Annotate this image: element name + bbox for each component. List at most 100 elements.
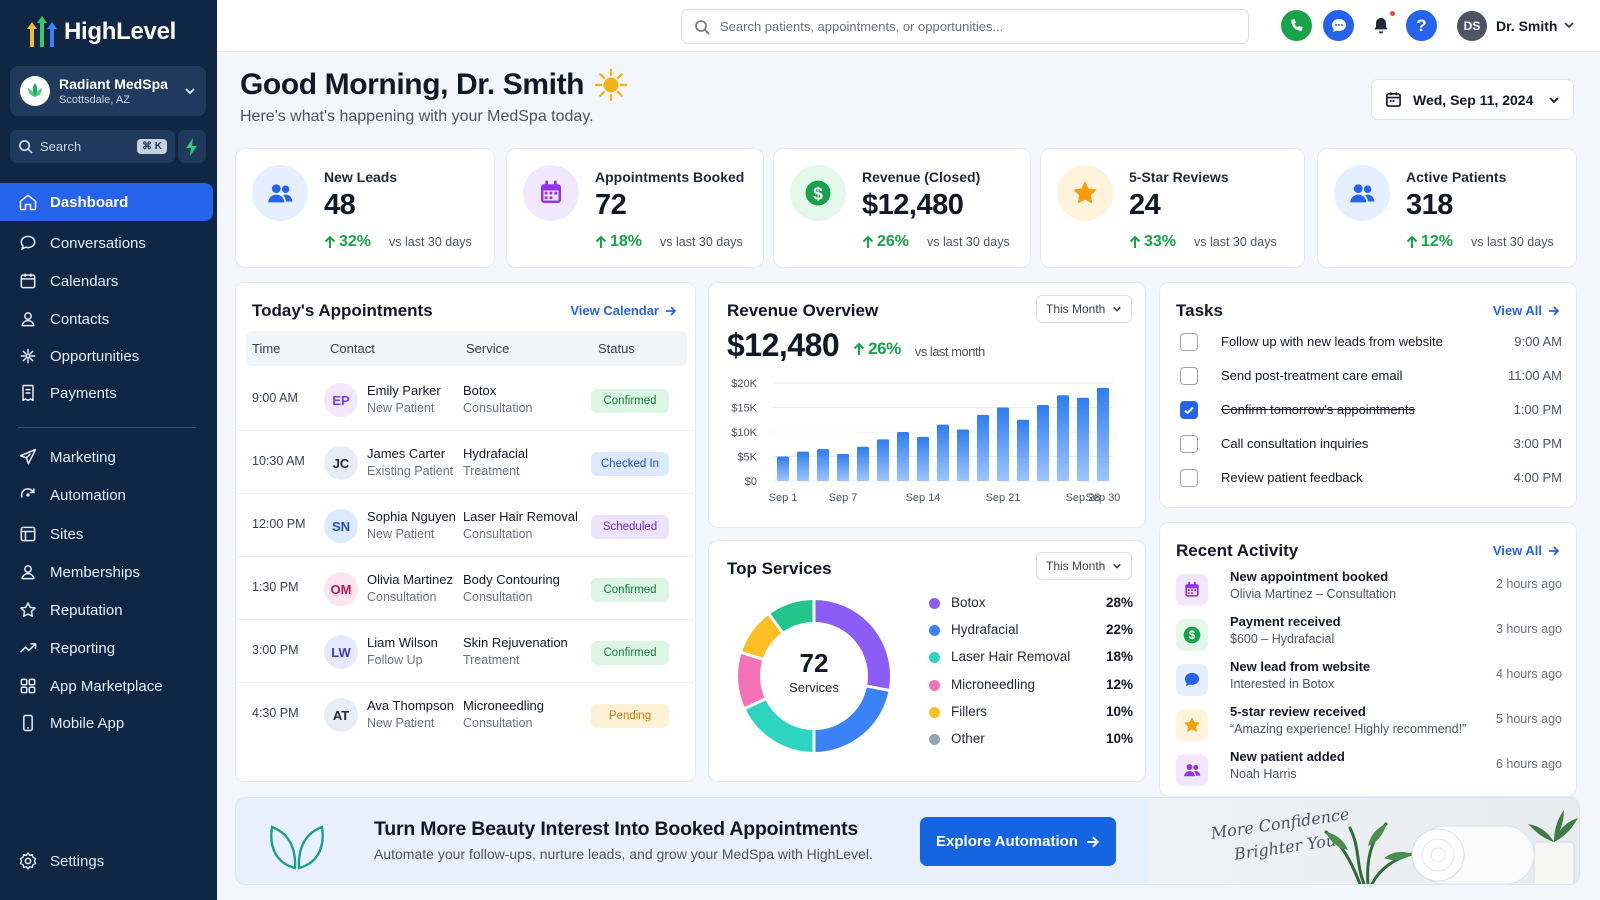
stat-card-revenue-closed[interactable]: $ Revenue (Closed) $12,480 26% vs last 30 da…: [773, 148, 1031, 268]
slice-separator: [743, 697, 767, 711]
task-checkbox[interactable]: [1180, 367, 1198, 385]
search-icon: [695, 19, 710, 35]
sidebar-item-label: Opportunities: [50, 347, 140, 365]
col-contact: Contact: [330, 341, 375, 356]
sidebar-item-conversations[interactable]: Conversations: [0, 224, 217, 262]
activity-view-all-link[interactable]: View All: [1493, 543, 1560, 558]
donut-slice: [813, 685, 889, 752]
page-subtitle: Here's what's happening with your MedSpa…: [240, 108, 594, 125]
calendar-icon: [541, 180, 561, 203]
activity-item[interactable]: $ Payment received $600 – Hydrafacial 3 hou…: [1160, 611, 1578, 656]
stat-card-5-star-reviews[interactable]: 5-Star Reviews 24 33% vs last 30 days: [1040, 148, 1305, 268]
activity-item[interactable]: New lead from website Interested in Botox…: [1160, 656, 1578, 701]
sidebar-item-memberships[interactable]: Memberships: [0, 553, 217, 591]
sidebar-item-reporting[interactable]: Reporting: [0, 629, 217, 667]
explore-automation-button[interactable]: Explore Automation: [920, 817, 1116, 866]
contact-name[interactable]: Emily Parker: [367, 383, 441, 398]
status-badge: Pending: [591, 704, 669, 728]
table-row[interactable]: 4:30 PM AT Ava Thompson New Patient Micronee…: [236, 684, 697, 746]
user-avatar[interactable]: DS: [1457, 11, 1487, 41]
bar: [1017, 419, 1029, 481]
contact-name[interactable]: Sophia Nguyen: [367, 509, 456, 524]
task-item[interactable]: Send post-treatment care email 11:00 AM: [1160, 361, 1578, 395]
sidebar-item-reputation[interactable]: Reputation: [0, 591, 217, 629]
table-row[interactable]: 1:30 PM OM Olivia Martinez Consultation Body…: [236, 558, 697, 620]
messages-button[interactable]: [1323, 10, 1354, 41]
arrow-up-icon: [1406, 235, 1418, 248]
stat-change: 26%: [862, 233, 909, 251]
sidebar-item-calendars[interactable]: Calendars: [0, 262, 217, 300]
table-row[interactable]: 10:30 AM JC James Carter Existing Patient Hy…: [236, 432, 697, 494]
sidebar-search[interactable]: Search ⌘ K: [10, 130, 175, 163]
sidebar-item-settings[interactable]: Settings: [0, 842, 217, 880]
chevron-down-icon[interactable]: [1563, 19, 1575, 31]
stat-trend: 26% vs last 30 days: [862, 233, 1010, 251]
account-switcher[interactable]: Radiant MedSpa Scottsdale, AZ: [10, 66, 206, 116]
sidebar-item-contacts[interactable]: Contacts: [0, 300, 217, 338]
notifications-button[interactable]: [1365, 9, 1397, 41]
contact-name[interactable]: James Carter: [367, 446, 446, 461]
contact-name[interactable]: Liam Wilson: [367, 635, 438, 650]
sidebar-item-mobile-app[interactable]: Mobile App: [0, 704, 217, 742]
stat-card-active-patients[interactable]: Active Patients 318 12% vs last 30 days: [1317, 148, 1577, 268]
contact-type: New Patient: [367, 716, 435, 730]
sidebar-item-sites[interactable]: Sites: [0, 515, 217, 553]
service-name: Botox: [463, 383, 497, 398]
legend-label: Fillers: [951, 703, 987, 719]
donut-slice: [738, 652, 766, 709]
contact-name[interactable]: Olivia Martinez: [367, 572, 453, 587]
sidebar-item-opportunities[interactable]: Opportunities: [0, 337, 217, 375]
date-picker[interactable]: Wed, Sep 11, 2024: [1371, 79, 1574, 120]
revenue-value: $12,480: [727, 327, 840, 363]
sidebar-item-app-marketplace[interactable]: App Marketplace: [0, 667, 217, 705]
task-item[interactable]: Review patient feedback 4:00 PM: [1160, 463, 1578, 497]
stat-card-new-leads[interactable]: New Leads 48 32% vs last 30 days: [235, 148, 495, 268]
sidebar-item-label: Reporting: [50, 639, 116, 657]
service-type: Consultation: [463, 716, 533, 730]
quick-action-button[interactable]: [178, 130, 206, 163]
shortcut-badge: ⌘ K: [137, 139, 167, 154]
task-item[interactable]: Confirm tomorrow's appointments 1:00 PM: [1160, 395, 1578, 429]
help-button[interactable]: ?: [1406, 10, 1437, 41]
stat-card-appointments-booked[interactable]: Appointments Booked 72 18% vs last 30 days: [506, 148, 764, 268]
activity-item[interactable]: 5-star review received “Amazing experienc…: [1160, 701, 1578, 746]
task-item[interactable]: Follow up with new leads from website 9:0…: [1160, 327, 1578, 361]
stat-compare: vs last 30 days: [927, 235, 1010, 249]
brand-logo[interactable]: HighLevel: [26, 14, 176, 50]
task-item[interactable]: Call consultation inquiries 3:00 PM: [1160, 429, 1578, 463]
table-row[interactable]: 9:00 AM EP Emily Parker New Patient Botox Con…: [236, 369, 697, 431]
x-tick-label: Sep 28: [1066, 492, 1101, 504]
avatar: EP: [324, 383, 358, 417]
table-row[interactable]: 12:00 PM SN Sophia Nguyen New Patient Laser …: [236, 495, 697, 557]
user-name[interactable]: Dr. Smith: [1496, 18, 1558, 34]
help-icon: ?: [1416, 15, 1427, 35]
legend-swatch: [929, 706, 940, 718]
task-checkbox[interactable]: [1180, 435, 1198, 453]
revenue-period-select[interactable]: This Month: [1036, 295, 1132, 323]
chevron-down-icon: [1113, 306, 1121, 312]
task-checkbox[interactable]: [1180, 401, 1198, 419]
activity-item[interactable]: New patient added Noah Harris 6 hours ago: [1160, 746, 1578, 791]
sidebar-item-automation[interactable]: Automation: [0, 476, 217, 514]
task-checkbox[interactable]: [1180, 469, 1198, 487]
appointment-time: 10:30 AM: [252, 454, 305, 468]
services-period-select[interactable]: This Month: [1036, 552, 1132, 580]
global-search-input[interactable]: Search patients, appointments, or opport…: [681, 9, 1249, 44]
phone-button[interactable]: [1281, 10, 1312, 41]
chevron-down-icon: [1113, 563, 1121, 569]
table-row[interactable]: 3:00 PM LW Liam Wilson Follow Up Skin Rejuve…: [236, 621, 697, 683]
service-type: Treatment: [463, 464, 520, 478]
tasks-view-all-link[interactable]: View All: [1493, 303, 1560, 318]
sidebar-item-payments[interactable]: Payments: [0, 374, 217, 412]
send-icon: [19, 448, 37, 465]
contact-name[interactable]: Ava Thompson: [367, 698, 454, 713]
activity-item[interactable]: New appointment booked Olivia Martinez – …: [1160, 566, 1578, 611]
stat-value: 72: [595, 189, 627, 221]
sidebar-item-dashboard[interactable]: Dashboard: [0, 183, 213, 221]
view-calendar-link[interactable]: View Calendar: [570, 303, 677, 318]
task-checkbox[interactable]: [1180, 333, 1198, 351]
col-service: Service: [466, 341, 510, 356]
stat-value: 24: [1129, 189, 1161, 221]
revenue-change: 26%: [853, 339, 901, 359]
sidebar-item-marketing[interactable]: Marketing: [0, 438, 217, 476]
